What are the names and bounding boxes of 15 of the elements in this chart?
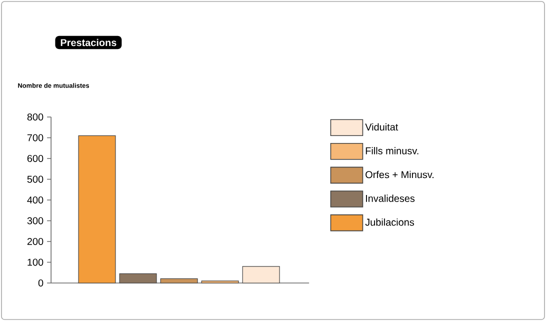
legend-label: Viduitat — [365, 123, 398, 131]
legend-label: Fills minusv. — [366, 147, 418, 154]
legend-label: Orfes + Minusv. — [366, 170, 434, 178]
y-tick-label: 0 — [38, 279, 44, 287]
y-tick-label: 100 — [28, 258, 44, 266]
y-tick-label: 600 — [27, 154, 44, 162]
chart-title: Prestacions — [60, 38, 116, 46]
y-tick-label: 500 — [27, 176, 44, 183]
legend-label: Jubilacions — [365, 218, 414, 226]
y-tick-label: 300 — [27, 217, 44, 224]
y-tick-label: 700 — [27, 134, 44, 142]
legend-label: Invalideses — [366, 194, 415, 202]
y-tick-label: 200 — [27, 238, 44, 246]
y-tick-label: 800 — [27, 113, 44, 121]
y-tick-label: 400 — [27, 196, 44, 204]
